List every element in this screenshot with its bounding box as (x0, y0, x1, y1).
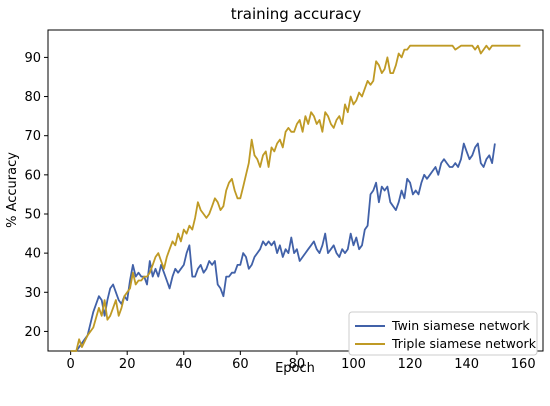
x-tick-label: 120 (398, 357, 423, 372)
triple-siamese-line (70, 44, 521, 352)
x-tick-label: 80 (289, 357, 306, 372)
x-tick-label: 20 (119, 357, 136, 372)
legend: Twin siamese network Triple siamese netw… (348, 311, 538, 356)
y-axis-ticks: 20 30 40 50 60 70 80 90 (24, 51, 48, 340)
chart-title: training accuracy (231, 5, 362, 23)
y-tick-label: 80 (24, 90, 41, 105)
legend-label-triple: Triple siamese network (391, 336, 537, 351)
x-tick-label: 0 (66, 357, 74, 372)
x-axis-ticks: 0 20 40 60 80 100 120 140 160 (66, 351, 536, 372)
twin-siamese-line (70, 142, 496, 352)
y-tick-label: 50 (24, 207, 41, 222)
y-tick-label: 60 (24, 168, 41, 183)
legend-box (348, 311, 538, 356)
x-tick-label: 60 (232, 357, 249, 372)
plot-area-frame (47, 29, 544, 352)
y-tick-label: 70 (24, 129, 41, 144)
x-tick-label: 40 (175, 357, 192, 372)
legend-label-twin: Twin siamese network (391, 318, 530, 333)
x-tick-label: 100 (341, 357, 366, 372)
x-tick-label: 160 (511, 357, 536, 372)
y-tick-label: 20 (24, 325, 41, 340)
y-tick-label: 30 (24, 286, 41, 301)
x-tick-label: 140 (454, 357, 479, 372)
y-tick-label: 40 (24, 247, 41, 262)
y-tick-label: 90 (24, 51, 41, 66)
y-axis-label: % Accuracy (5, 152, 20, 228)
x-axis-label: Epoch (275, 361, 315, 376)
series-lines (70, 44, 521, 352)
